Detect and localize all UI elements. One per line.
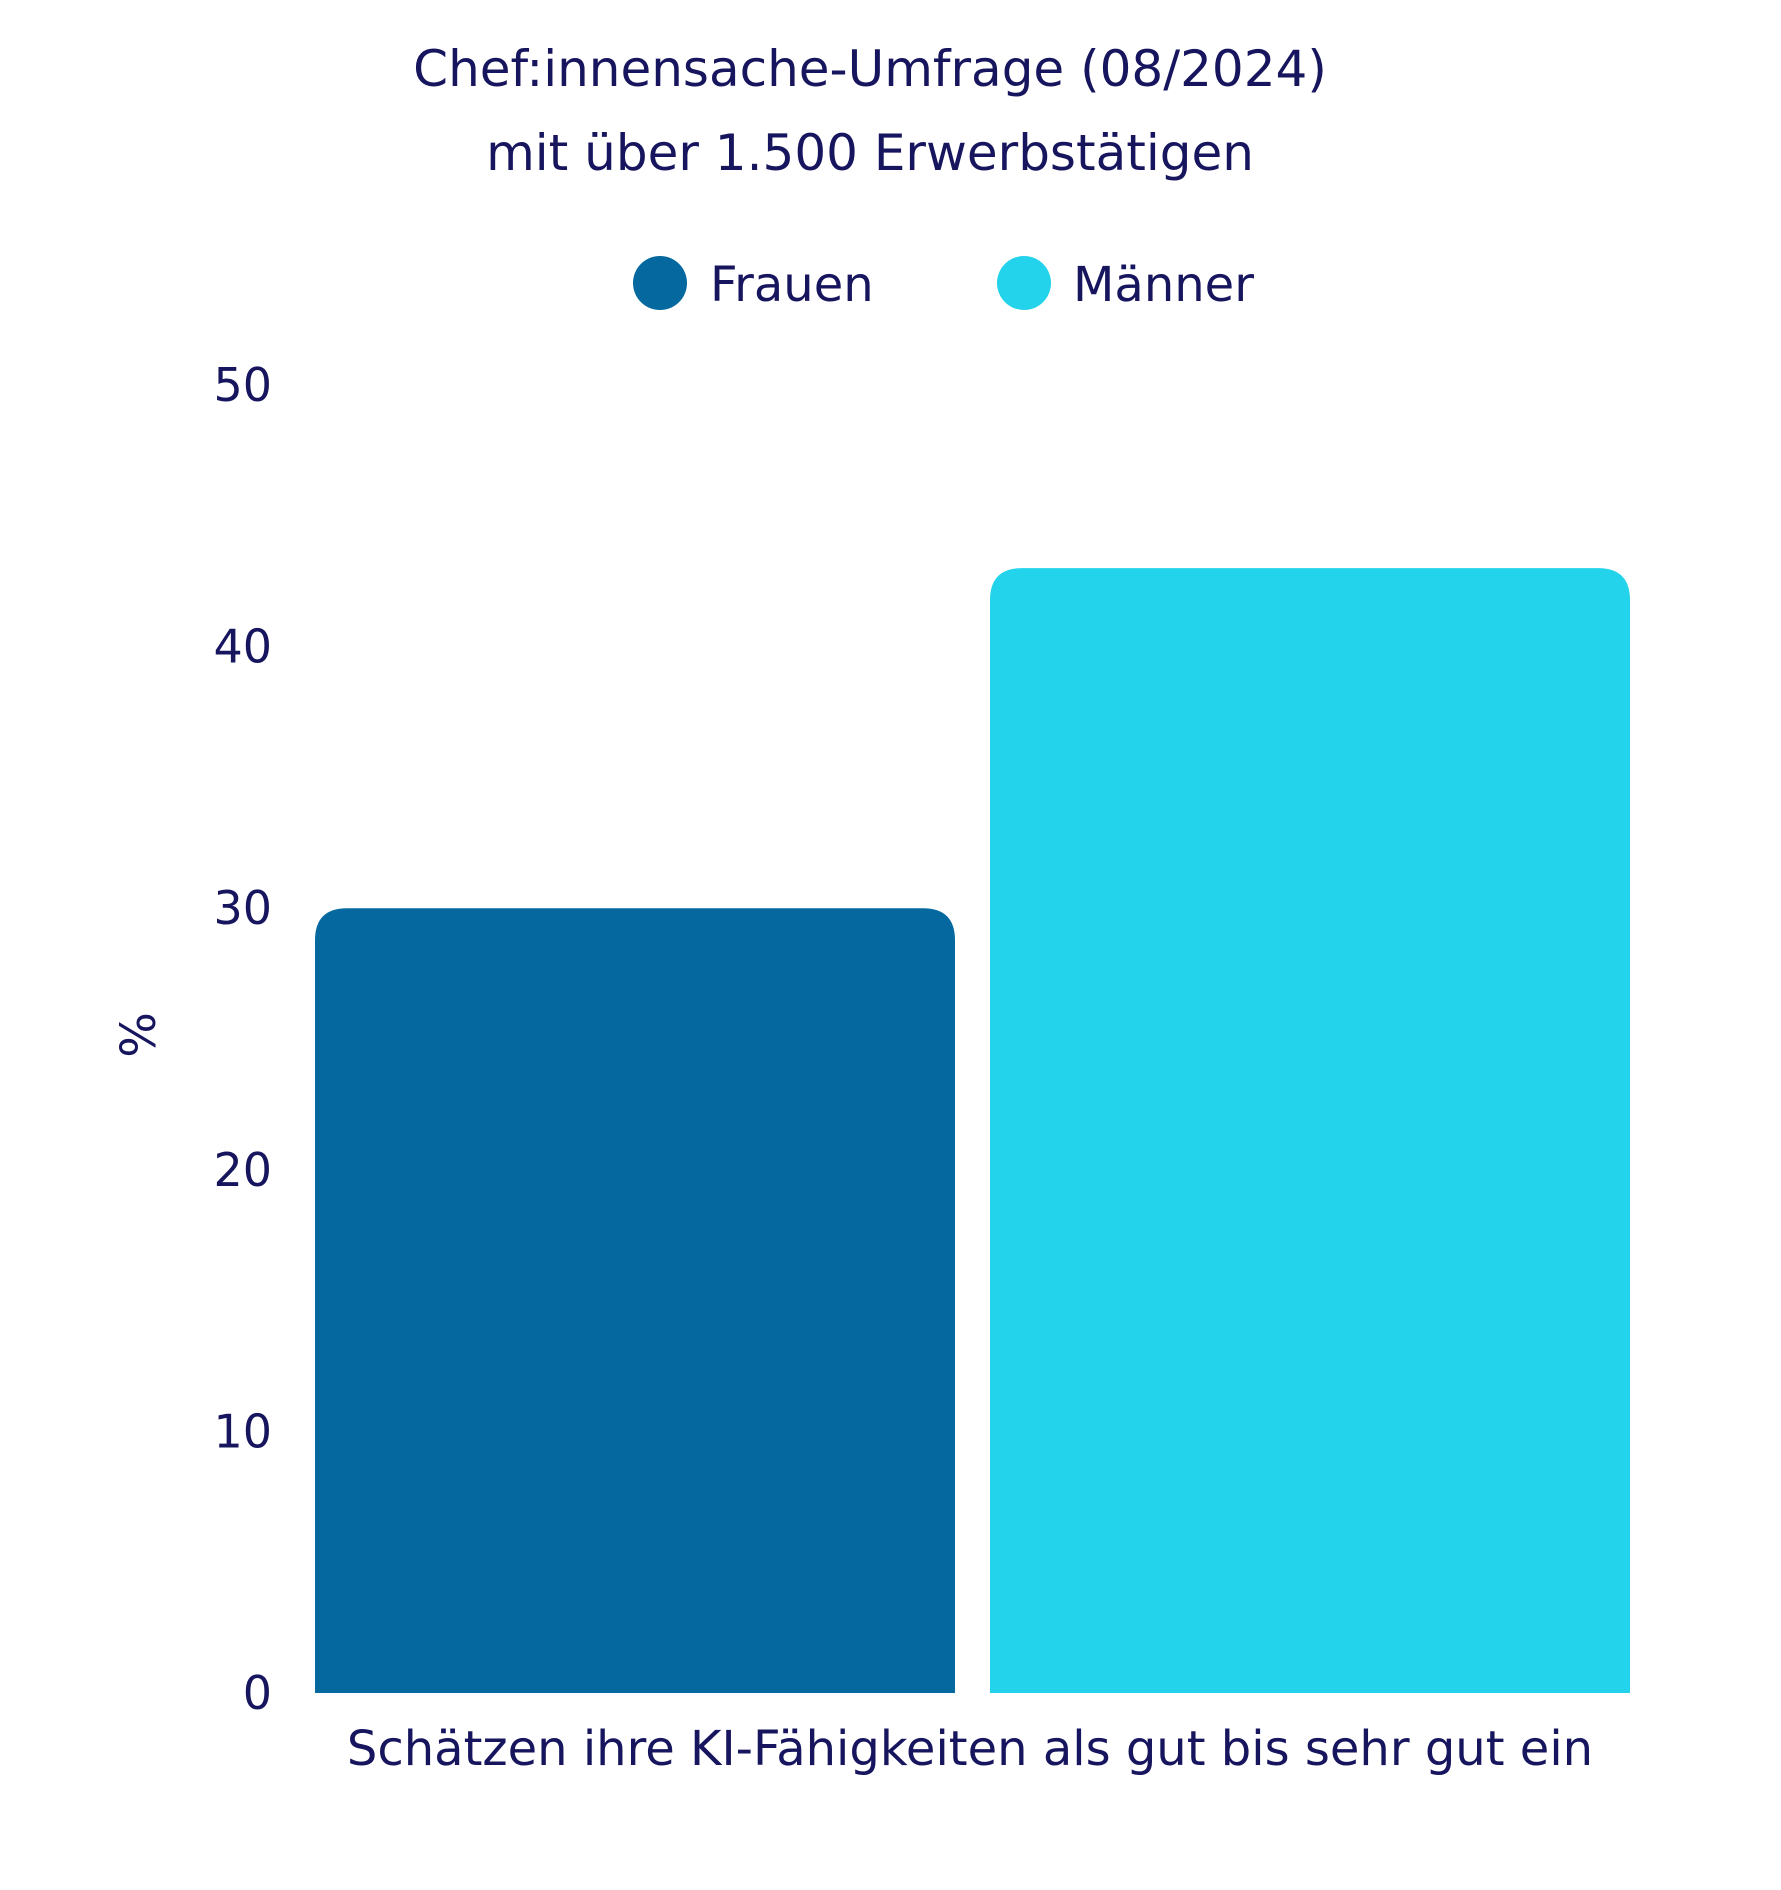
chart-title-line-1: Chef:innensache-Umfrage (08/2024) — [413, 40, 1327, 98]
y-tick-label: 30 — [213, 881, 272, 935]
y-tick-label: 40 — [213, 620, 272, 674]
y-tick-label: 50 — [213, 358, 272, 412]
legend-label-maenner: Männer — [1073, 257, 1254, 313]
y-tick-label: 10 — [213, 1404, 272, 1458]
chart-title-line-2: mit über 1.500 Erwerbstätigen — [486, 124, 1254, 182]
y-tick-label: 20 — [213, 1143, 272, 1197]
bar-maenner — [990, 568, 1630, 1693]
legend-swatch-frauen — [633, 256, 687, 310]
y-axis-label: % — [111, 1012, 167, 1058]
y-axis-ticks: 0 10 20 30 40 50 — [213, 358, 272, 1720]
x-axis-label: Schätzen ihre KI-Fähigkeiten als gut bis… — [347, 1721, 1593, 1777]
bar-frauen — [315, 908, 955, 1693]
legend-label-frauen: Frauen — [710, 257, 874, 313]
y-tick-label: 0 — [243, 1666, 272, 1720]
bars — [315, 568, 1630, 1693]
legend: Frauen Männer — [633, 256, 1254, 313]
legend-swatch-maenner — [997, 256, 1051, 310]
